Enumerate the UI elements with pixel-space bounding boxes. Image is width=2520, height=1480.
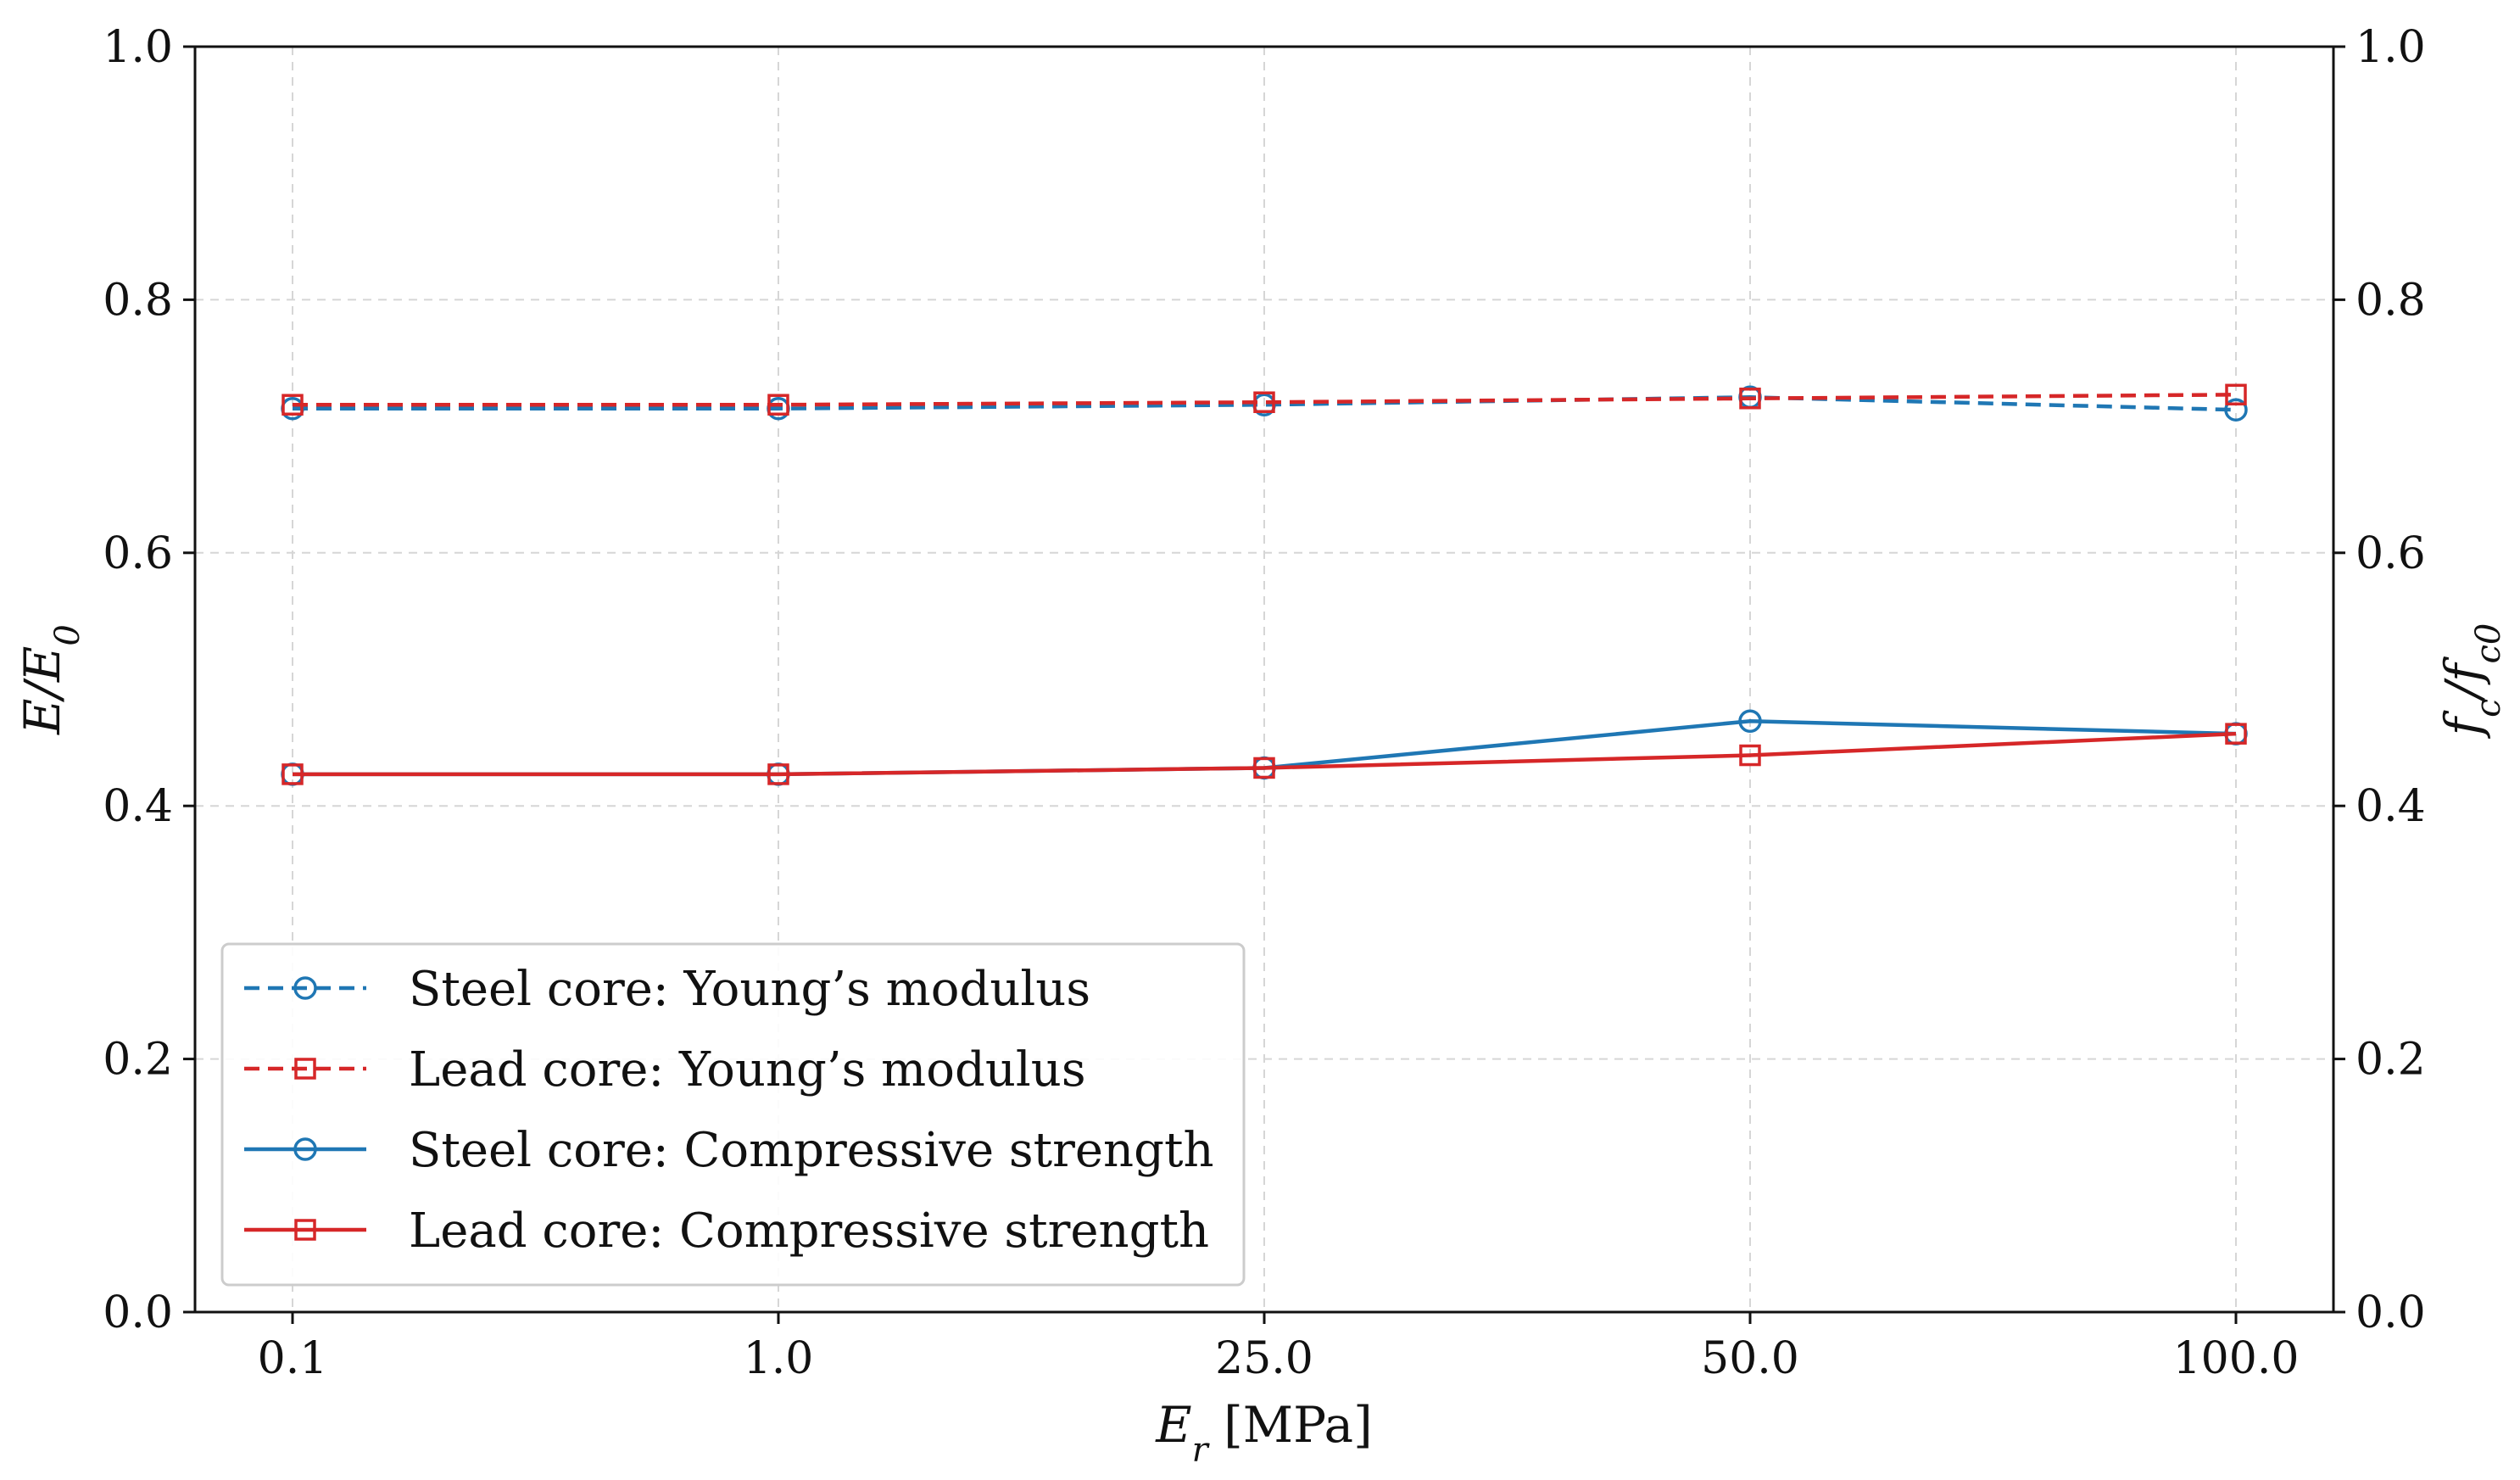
data-point-marker [767,394,789,416]
legend-label: Steel core: Young’s modulus [409,962,1090,1017]
legend-marker-sample [294,1219,316,1241]
data-point-marker [1738,709,1762,733]
legend-entry: Steel core: Young’s modulus [244,962,1090,1017]
legend-marker-sample [294,1058,316,1080]
y-tick-label-right: 0.4 [2356,781,2426,832]
legend-entry: Lead core: Young’s modulus [244,1042,1086,1097]
legend-entry: Lead core: Compressive strength [244,1204,1209,1259]
x-tick-label: 100.0 [2173,1333,2300,1384]
data-point-marker [767,763,789,785]
y-tick-label-right: 1.0 [2356,22,2426,73]
data-point-marker [1253,391,1275,414]
y-tick-label-left: 0.0 [103,1287,173,1338]
legend-label: Steel core: Compressive strength [409,1123,1214,1178]
x-tick-label: 1.0 [744,1333,814,1384]
x-tick-label: 25.0 [1215,1333,1313,1384]
x-axis-label: Er [MPa] [1155,1396,1373,1470]
legend-box [220,942,1246,1287]
data-point-marker [1253,757,1275,779]
data-point-marker [282,394,304,416]
y-axis-label-left: E/E0 [14,624,87,735]
series-line [293,393,2237,407]
data-point-marker [282,763,304,785]
y-axis-label-right: fc/fc0 [2434,623,2508,740]
plot-series [281,383,2248,786]
legend-label: Lead core: Young’s modulus [409,1042,1086,1097]
data-point-marker [2225,383,2247,406]
data-point-marker [1739,744,1761,767]
y-tick-label-left: 1.0 [103,22,173,73]
data-point-marker [2225,723,2247,745]
series-line [293,395,2237,412]
legend-label: Lead core: Compressive strength [409,1204,1209,1259]
y-tick-label-left: 0.8 [103,275,173,326]
x-tick-label: 50.0 [1701,1333,1799,1384]
legend-marker-sample [293,1137,317,1161]
y-tick-label-right: 0.8 [2356,275,2426,326]
y-tick-label-left: 0.2 [103,1035,173,1086]
legend: Steel core: Young’s modulus Lead core: Yo… [220,942,1246,1287]
legend-entry: Steel core: Compressive strength [244,1123,1214,1178]
y-tick-label-right: 0.6 [2356,528,2426,579]
series-4 [282,723,2247,785]
legend-marker-sample [293,976,317,1000]
x-tick-label: 0.1 [258,1333,328,1384]
y-tick-label-right: 0.0 [2356,1287,2426,1338]
y-tick-label-left: 0.6 [103,528,173,579]
y-tick-label-right: 0.2 [2356,1035,2426,1086]
series-2 [282,383,2247,416]
data-point-marker [1739,388,1761,410]
data-point-marker [2224,398,2248,422]
series-line [293,731,2237,777]
axis-ticks: 0.1 1.0 25.0 50.0 100.0 0.0 0.0 0.2 0.2 0.4 0.4 0.6… [103,22,2425,1384]
y-tick-label-left: 0.4 [103,781,173,832]
